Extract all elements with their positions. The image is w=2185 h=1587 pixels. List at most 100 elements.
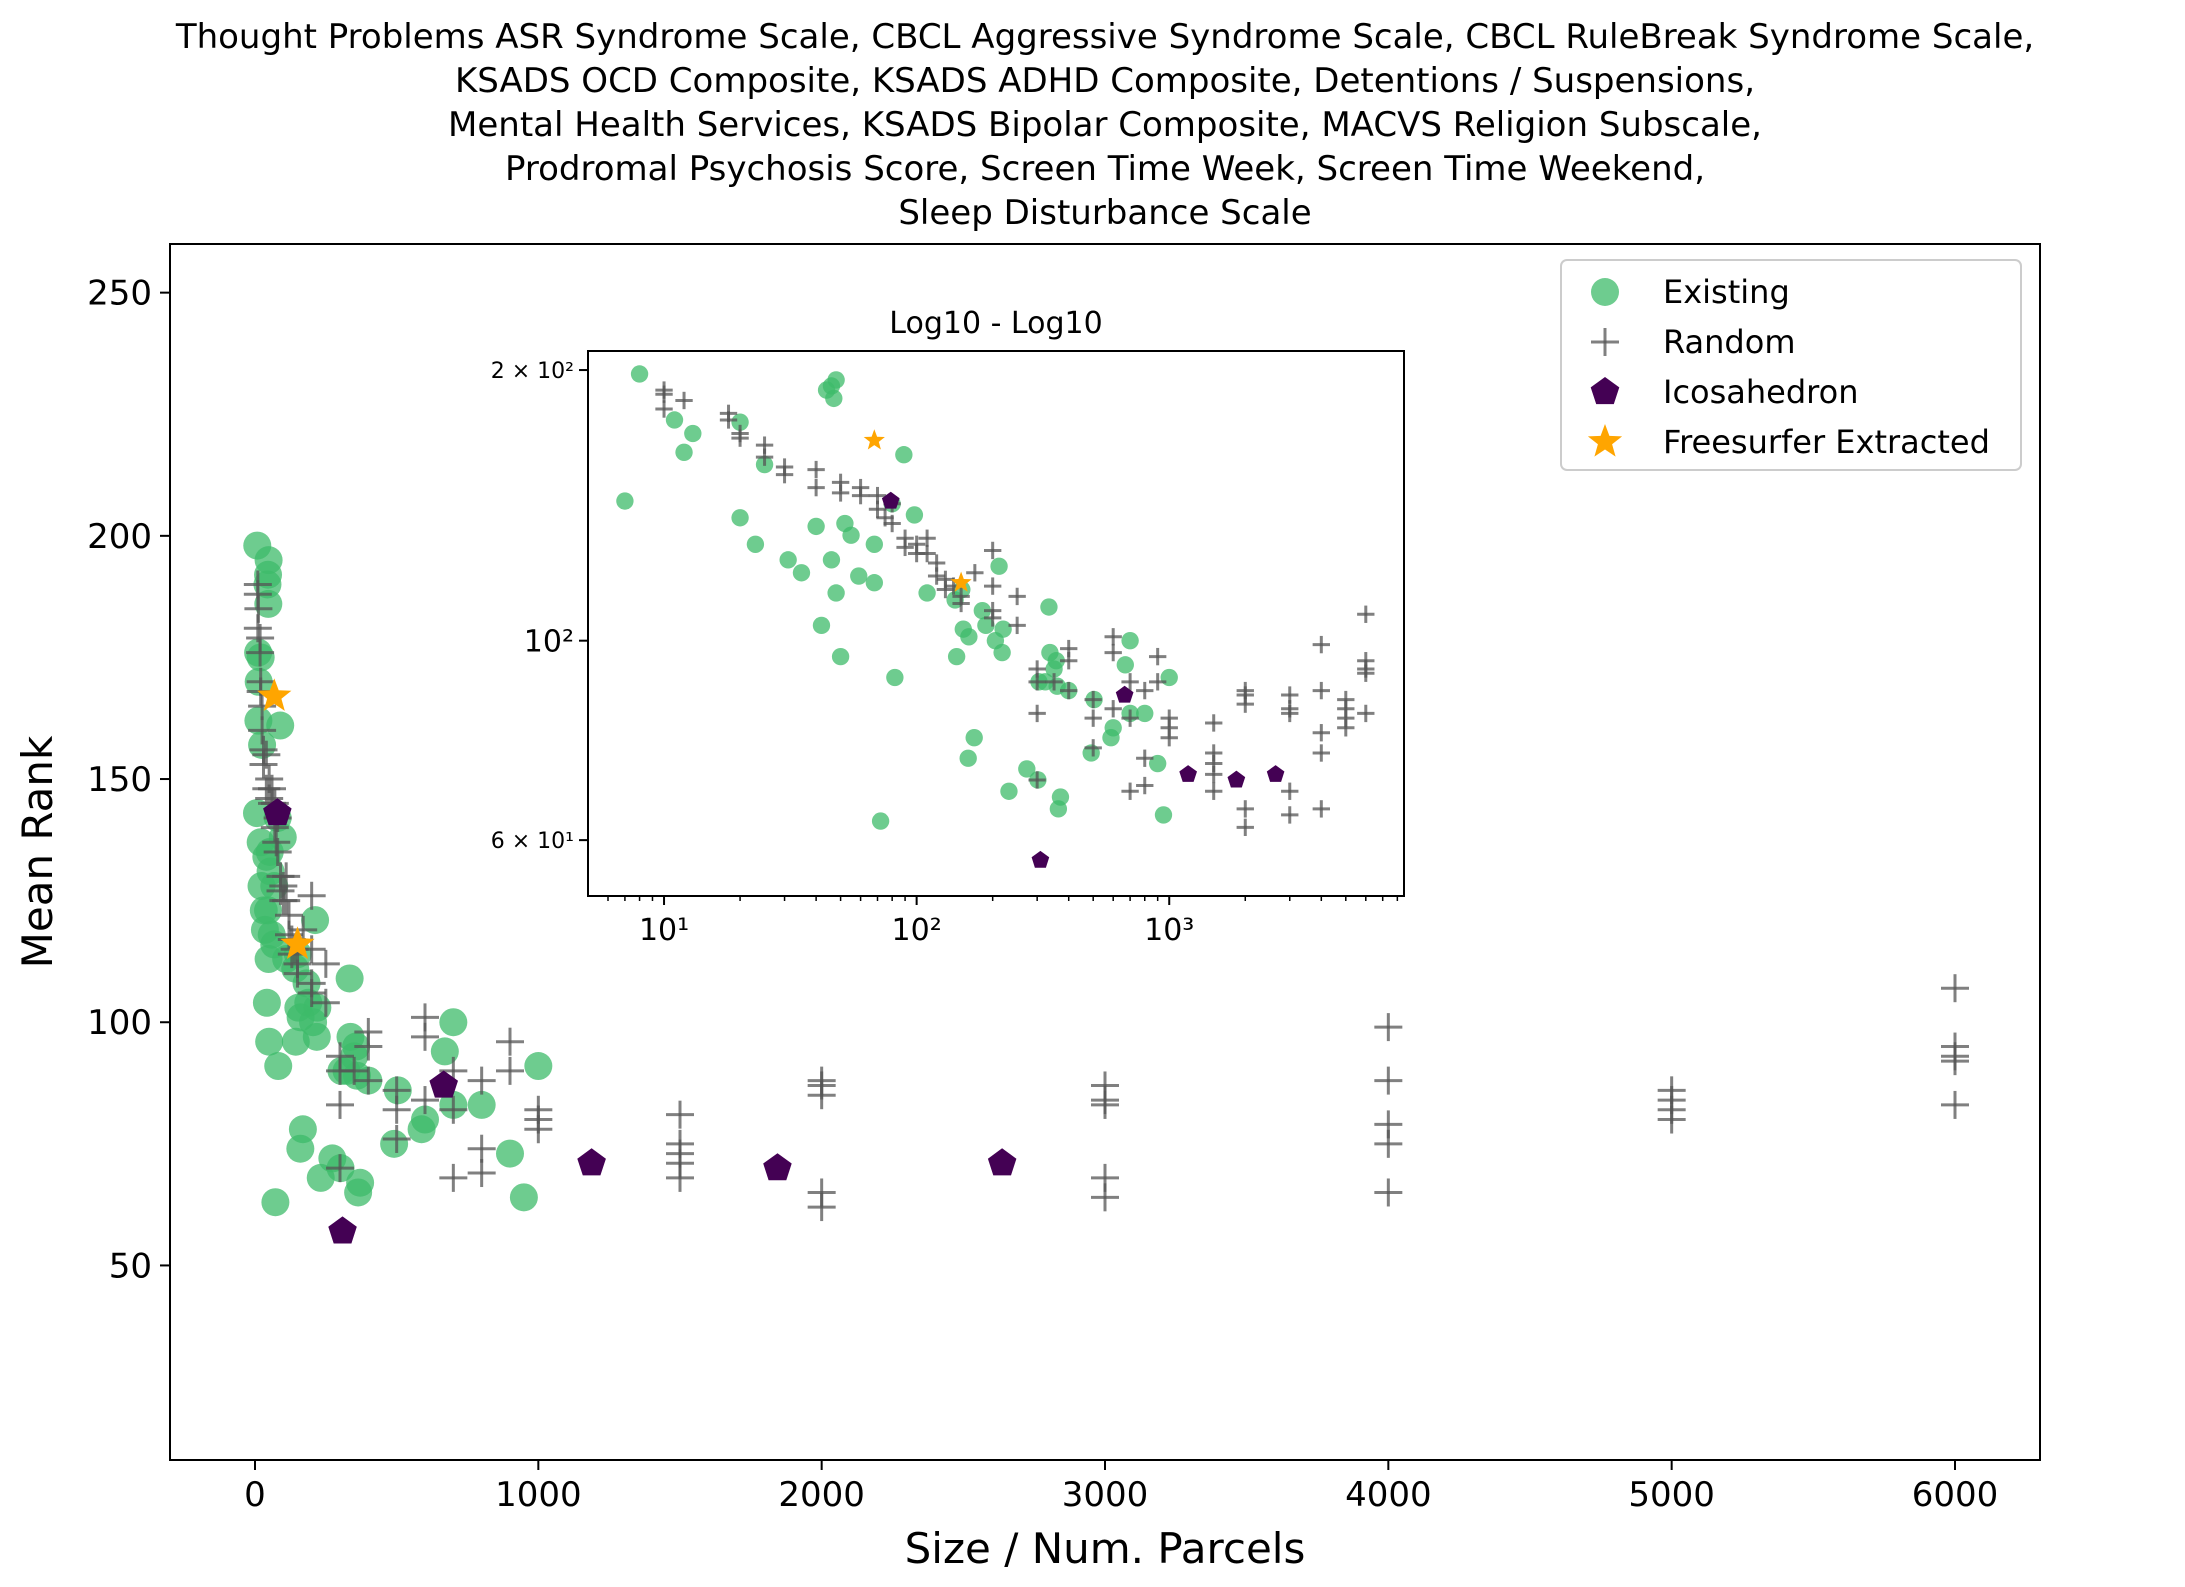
inset-random-point [1205,714,1223,732]
inset-random-point [1084,739,1102,757]
inset-random-point [755,448,774,466]
random-point [311,949,340,978]
inset-random-point [1205,765,1223,784]
inset-random-point [927,567,946,585]
inset-random-point [1104,628,1122,646]
icosahedron-point [429,1070,458,1098]
freesurfer-extracted-point [257,678,292,711]
existing-point [344,1178,373,1207]
y-tick-label: 200 [87,517,152,557]
existing-point [467,1090,496,1119]
icosahedron-point [328,1216,357,1244]
x-tick-label: 4000 [1345,1475,1432,1515]
existing-point [266,711,295,740]
inset-random-point [1060,652,1078,670]
inset-existing-point [886,668,904,687]
random-point [263,838,292,866]
inset-random-point [896,538,914,557]
inset-random-point [1028,771,1046,789]
inset-existing-point [865,574,884,592]
inset-existing-point [1160,668,1178,687]
existing-point [301,906,330,935]
inset-random-point [1337,719,1355,737]
inset-random-point [1205,782,1223,800]
y-tick-label: 100 [87,1003,152,1043]
inset-existing-point [665,411,684,429]
inset-random-point [1281,704,1299,723]
y-tick-label: 150 [87,760,152,800]
inset-existing-point [1040,598,1058,616]
inset-random-point [1312,635,1330,654]
inset-existing-point [1102,729,1120,747]
inset-random-point [983,541,1002,560]
random-point [297,881,326,910]
random-point [467,1066,496,1095]
random-point [1374,1178,1403,1207]
inset-existing-point [960,628,978,646]
inset-existing-point [822,551,841,569]
existing-point [524,1052,553,1081]
title-line: Mental Health Services, KSADS Bipolar Co… [448,105,1762,145]
inset-random-point [1148,673,1167,691]
inset-icosahedron-point [1266,765,1285,782]
inset-existing-point [1154,806,1173,824]
legend-freesurfer-extracted-marker [1587,424,1623,457]
inset-random-point [1357,605,1375,623]
inset-plot-frame [587,350,1405,897]
random-point [1941,1047,1969,1076]
inset-random-point [1121,782,1139,800]
random-point [439,1095,468,1124]
inset-existing-point [871,812,890,830]
icosahedron-point [987,1148,1017,1176]
existing-point [335,964,364,993]
random-point [382,1124,411,1153]
inset-random-point [1104,700,1122,718]
inset-random-point [731,429,749,447]
inset-random-point [1281,806,1299,824]
inset-existing-point [973,601,992,620]
inset-freesurfer-extracted-point [863,429,885,450]
main-y-ticks: 50 100 150 200 250 [87,274,170,1286]
inset-y-tick-label: 10² [524,625,574,660]
existing-point [286,1134,315,1163]
x-tick-label: 0 [244,1475,266,1515]
random-point [354,1066,383,1095]
inset-existing-point [684,424,702,443]
x-tick-label: 1000 [495,1475,582,1515]
inset-existing-point [947,647,966,666]
legend-label: Existing [1663,273,1790,311]
existing-point [255,1027,284,1056]
inset-random-point [1136,749,1154,767]
inset-icosahedron-point [881,491,900,509]
inset-existing-point [1121,632,1139,650]
existing-point [281,1027,310,1056]
random-point [467,1159,496,1188]
inset-random-point [1008,587,1026,606]
inset-random-point [1008,616,1026,635]
random-point [340,1056,369,1085]
random-point [382,1095,411,1124]
inset-existing-point [993,643,1011,662]
legend-existing-marker [1591,278,1619,306]
inset-random-point [1312,744,1330,762]
legend-icosahedron-marker [1590,377,1620,405]
inset-random-point [918,544,936,563]
inset-existing-point [1136,704,1154,723]
inset-random-point [983,609,1002,627]
random-point [1657,1105,1686,1134]
random-point [311,988,340,1017]
inset-random-point [1104,643,1122,662]
inset-random-point [868,500,887,518]
inset-existing-point [842,526,860,544]
title-line: Prodromal Psychosis Score, Screen Time W… [505,149,1705,189]
inset-existing-point [807,517,825,536]
inset-random-point [1312,800,1330,818]
inset-existing-point [812,616,831,635]
inset-random-point [851,486,870,505]
inset-random-point [655,385,673,403]
inset-random-point [1148,647,1167,666]
x-axis-label: Size / Num. Parcels [905,1524,1306,1573]
existing-point [261,1188,290,1217]
inset-existing-point [616,492,634,510]
